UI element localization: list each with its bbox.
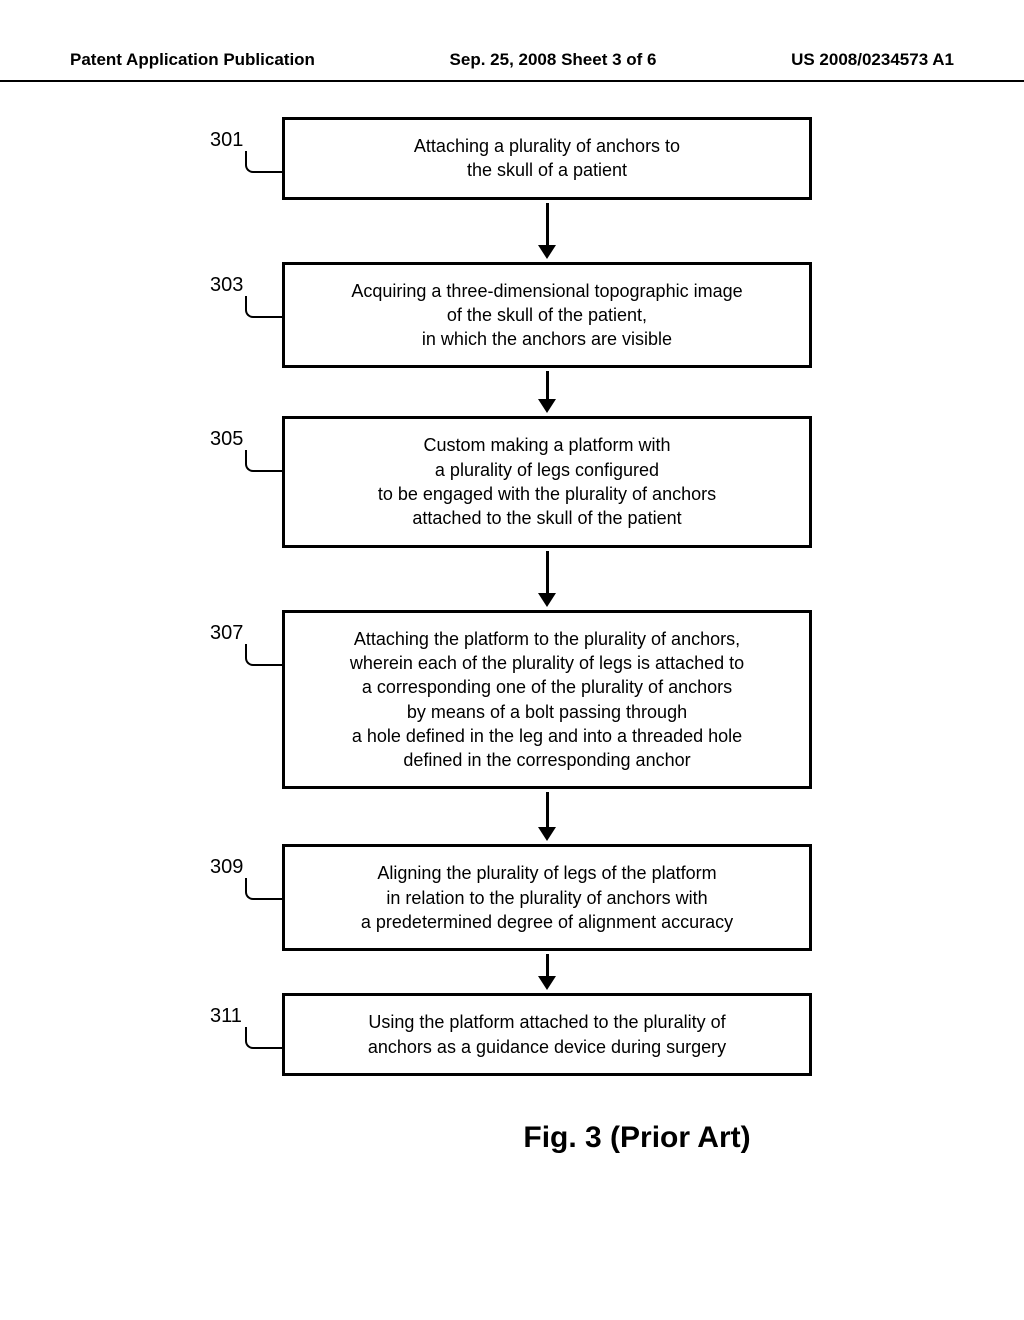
step-box-307: Attaching the platform to the plurality … [282,610,812,790]
flowchart-step: 301 Attaching a plurality of anchors toth… [100,117,924,200]
step-box-303: Acquiring a three-dimensional topographi… [282,262,812,369]
arrow-line [546,371,549,399]
figure-caption: Fig. 3 (Prior Art) [250,1121,1024,1155]
step-label-307: 307 [210,622,243,645]
arrow-head-icon [538,593,556,607]
arrow-head-icon [538,976,556,990]
flowchart-container: 301 Attaching a plurality of anchors toth… [0,117,1024,1076]
flowchart-step: 307 Attaching the platform to the plurali… [100,610,924,790]
header-center: Sep. 25, 2008 Sheet 3 of 6 [450,50,657,70]
step-label-311: 311 [210,1005,242,1028]
flowchart-step: 309 Aligning the plurality of legs of the… [100,844,924,951]
step-box-305: Custom making a platform witha plurality… [282,416,812,547]
arrow-line [546,551,549,593]
arrow-line [546,792,549,827]
flowchart-step: 305 Custom making a platform witha plural… [100,416,924,547]
arrow-line [546,954,549,976]
step-label-305: 305 [210,428,243,451]
flowchart-step: 311 Using the platform attached to the pl… [100,993,924,1076]
step-label-309: 309 [210,856,243,879]
step-box-311: Using the platform attached to the plura… [282,993,812,1076]
step-box-301: Attaching a plurality of anchors tothe s… [282,117,812,200]
step-label-301: 301 [210,129,243,152]
step-label-303: 303 [210,274,243,297]
flow-arrow [538,551,556,607]
flow-arrow [538,371,556,413]
arrow-head-icon [538,827,556,841]
flow-arrow [538,954,556,990]
step-box-309: Aligning the plurality of legs of the pl… [282,844,812,951]
arrow-head-icon [538,399,556,413]
header-left: Patent Application Publication [70,50,315,70]
arrow-head-icon [538,245,556,259]
arrow-line [546,203,549,245]
page-header: Patent Application Publication Sep. 25, … [0,0,1024,82]
header-right: US 2008/0234573 A1 [791,50,954,70]
flowchart-step: 303 Acquiring a three-dimensional topogra… [100,262,924,369]
flow-arrow [538,792,556,841]
flow-arrow [538,203,556,259]
